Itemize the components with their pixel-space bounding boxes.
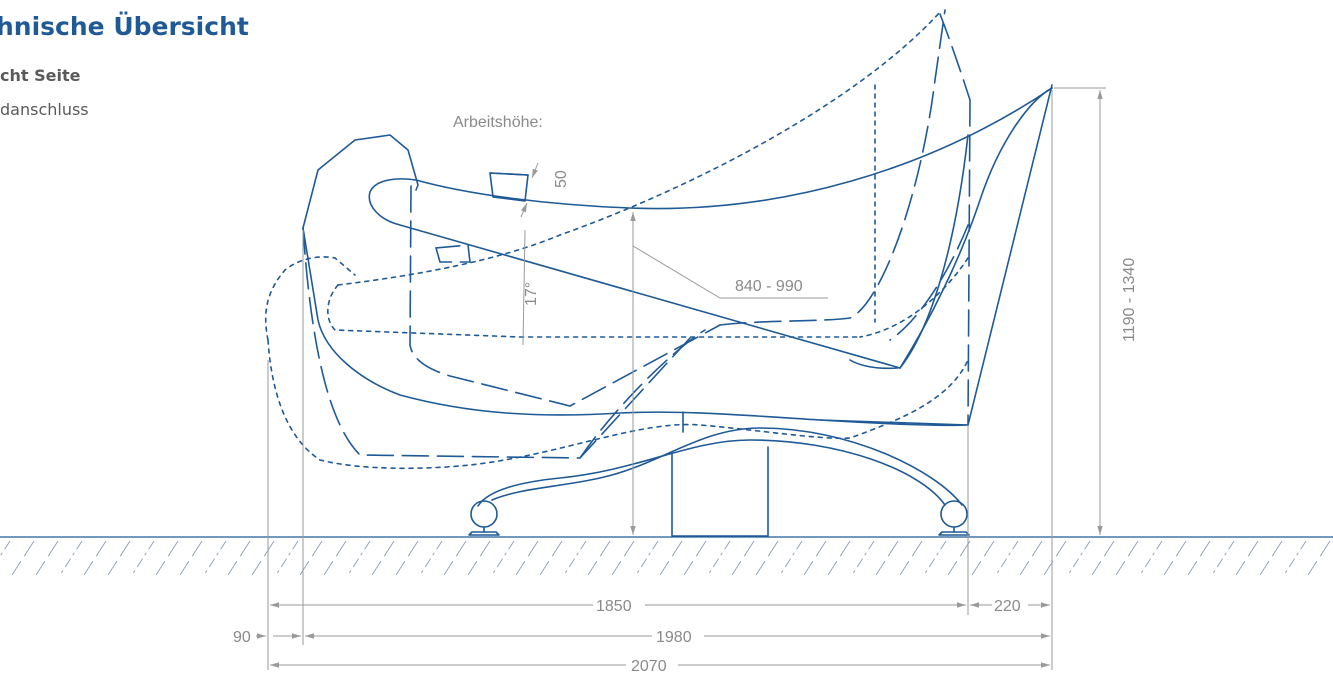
label-total-height-range: 1190 - 1340 bbox=[1121, 258, 1138, 342]
label-arbeitshoehe: Arbeitshöhe: bbox=[453, 114, 543, 131]
label-angle: 17° bbox=[523, 282, 540, 306]
dim-offset-left: 90 bbox=[233, 629, 251, 646]
chair-longdash-position bbox=[302, 9, 971, 459]
ground-hatching bbox=[0, 540, 1331, 576]
view-caption: danschluss bbox=[0, 100, 89, 119]
chair-solid-position bbox=[302, 84, 1053, 427]
dim-offset-right: 220 bbox=[994, 598, 1021, 615]
label-work-height-range: 840 - 990 bbox=[735, 278, 803, 295]
dim-length-inner: 1850 bbox=[596, 598, 632, 615]
dim-length-total: 2070 bbox=[631, 658, 667, 673]
ground bbox=[0, 536, 1333, 576]
view-subtitle: cht Seite bbox=[0, 66, 81, 85]
page-title: hnische Übersicht bbox=[0, 12, 249, 41]
chair-dotted-position bbox=[264, 11, 969, 470]
label-headrest-height: 50 bbox=[553, 170, 570, 188]
dimension-lines bbox=[256, 87, 1106, 670]
base-stand bbox=[468, 411, 970, 537]
dim-length-mid: 1980 bbox=[656, 629, 692, 646]
